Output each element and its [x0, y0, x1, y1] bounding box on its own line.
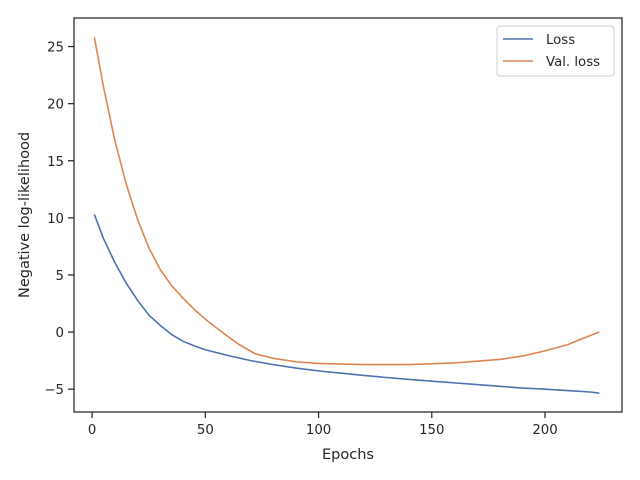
x-tick-label: 0	[88, 423, 96, 438]
y-tick-label: 0	[56, 326, 64, 341]
legend-label-loss: Loss	[546, 33, 575, 48]
x-tick-label: 50	[197, 423, 214, 438]
legend-label-val-loss: Val. loss	[546, 55, 600, 70]
x-tick-label: 100	[306, 423, 331, 438]
series-line-loss	[93, 214, 600, 394]
series-line-val-loss	[93, 37, 600, 366]
legend: Loss Val. loss	[496, 25, 615, 77]
y-tick-label: 20	[47, 98, 64, 113]
y-tick-label: 10	[47, 212, 64, 227]
series-layer	[93, 37, 600, 394]
y-tick-label: −5	[44, 383, 64, 398]
y-tick-label: 15	[47, 155, 64, 170]
y-axis-label: Negative log-likelihood	[17, 132, 33, 298]
x-tick-label: 200	[532, 423, 557, 438]
x-axis-label: Epochs	[322, 447, 374, 463]
ticks-layer: 0 50 100 150 200 −5 0 5 10 15 20 25	[44, 41, 557, 438]
plot-frame	[73, 17, 623, 413]
y-tick-label: 5	[56, 269, 64, 284]
y-tick-label: 25	[47, 41, 64, 56]
x-tick-label: 150	[419, 423, 444, 438]
